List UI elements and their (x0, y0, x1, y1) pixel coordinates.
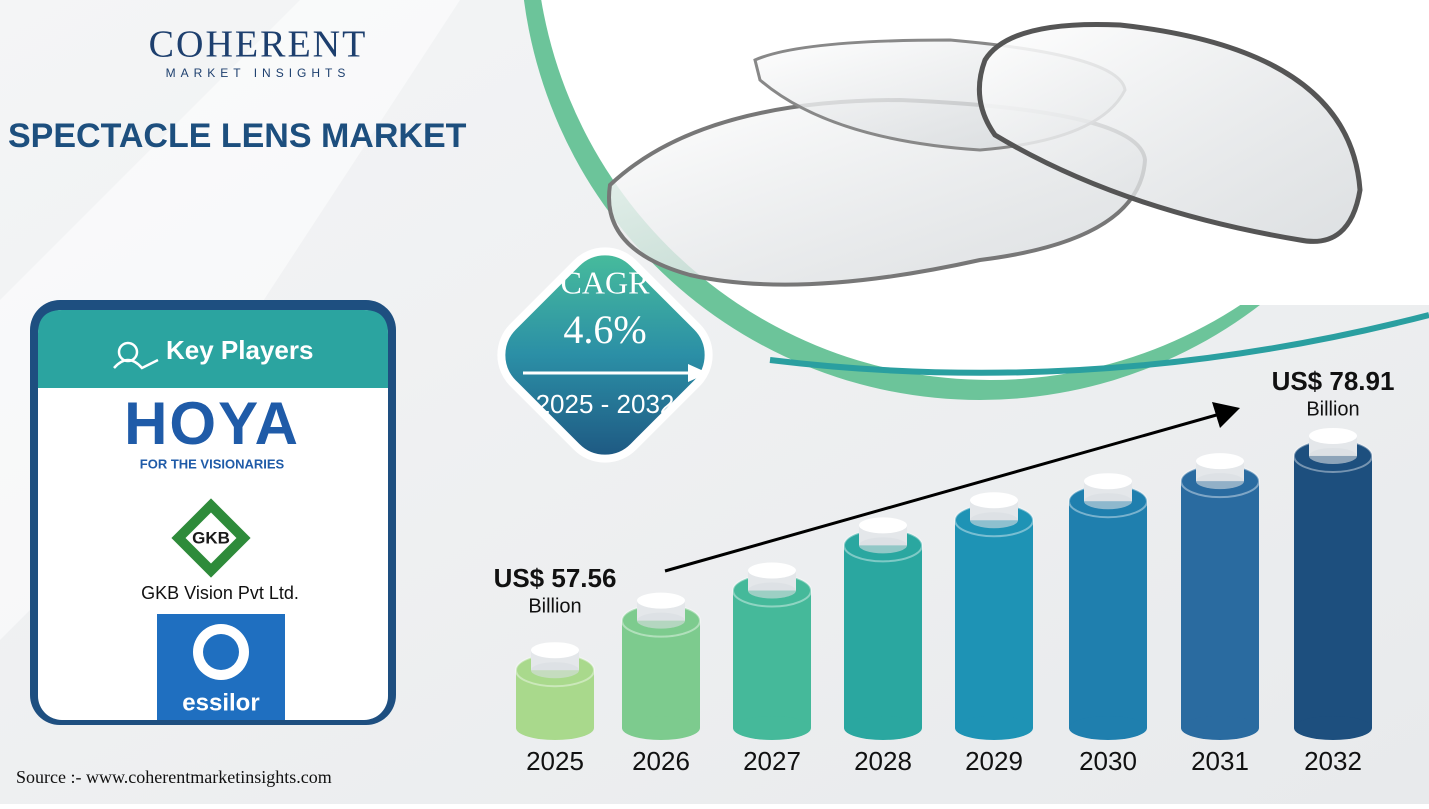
x-tick-label: 2031 (1191, 746, 1249, 776)
player-tagline: GKB Vision Pvt Ltd. (141, 583, 299, 603)
bar (844, 545, 922, 728)
player-logo: GKB (192, 528, 230, 547)
x-tick-label: 2028 (854, 746, 912, 776)
x-tick-label: 2032 (1304, 746, 1362, 776)
player-tagline: FOR THE VISIONARIES (140, 456, 285, 471)
value-unit: Billion (1306, 398, 1359, 420)
title: SPECTACLE LENS MARKET (8, 117, 467, 155)
growth-arrowhead (1212, 402, 1240, 428)
cagr-arrowhead (688, 364, 708, 382)
bar (1181, 481, 1259, 728)
lens (976, 21, 1363, 244)
bar-base (516, 716, 594, 740)
bar-base (622, 716, 700, 740)
bar-cap-inner (531, 662, 579, 679)
bar-cap-inner (1196, 453, 1244, 470)
players-header (38, 310, 388, 388)
cagr-label: CAGR (561, 264, 651, 300)
bar (1069, 501, 1147, 728)
cagr-value: 4.6% (563, 307, 646, 352)
bar-cap-inner (970, 492, 1018, 509)
bar-base (1294, 716, 1372, 740)
cagr-period: 2025 - 2032 (536, 389, 675, 419)
brand: COHERENT (149, 24, 368, 66)
bar-cap-inner (748, 582, 796, 599)
bar-base (1069, 716, 1147, 740)
value-label: US$ 57.56 (494, 563, 617, 593)
bar-cap-inner (1309, 447, 1357, 464)
bar-cap-inner (1084, 493, 1132, 510)
x-tick-label: 2030 (1079, 746, 1137, 776)
value-unit: Billion (528, 595, 581, 617)
bar-cap-inner (748, 562, 796, 579)
cagr-badge (497, 247, 713, 463)
value-label: US$ 78.91 (1272, 366, 1395, 396)
x-tick-label: 2026 (632, 746, 690, 776)
bar-cap-inner (1084, 473, 1132, 490)
bar-cap-inner (637, 612, 685, 629)
bar-base (955, 716, 1033, 740)
x-tick-label: 2027 (743, 746, 801, 776)
brand-sub: MARKET INSIGHTS (166, 66, 351, 80)
x-tick-label: 2025 (526, 746, 584, 776)
bar-cap-inner (1309, 427, 1357, 444)
bar-cap-inner (970, 512, 1018, 529)
source: Source :- www.coherentmarketinsights.com (16, 767, 332, 787)
bar-base (733, 716, 811, 740)
x-tick-label: 2029 (965, 746, 1023, 776)
key-icon (113, 358, 159, 370)
bar (1294, 455, 1372, 728)
arc-edge (769, 312, 1429, 376)
bar-cap-inner (859, 517, 907, 534)
bar (733, 590, 811, 728)
bar-base (1181, 716, 1259, 740)
player-logo: HOYA (124, 390, 300, 457)
player-logo: essilor (182, 689, 259, 716)
bar-cap-inner (859, 537, 907, 554)
players-title: Key Players (166, 335, 313, 365)
gkb-diamond-inner (185, 512, 237, 564)
essilor-eye-inner (203, 634, 239, 670)
bar (622, 620, 700, 728)
bar-cap-inner (637, 592, 685, 609)
bar (955, 520, 1033, 728)
growth-arrow (664, 412, 1221, 573)
bar-base (844, 716, 922, 740)
bar-cap-inner (1196, 473, 1244, 490)
bar-cap-inner (531, 642, 579, 659)
